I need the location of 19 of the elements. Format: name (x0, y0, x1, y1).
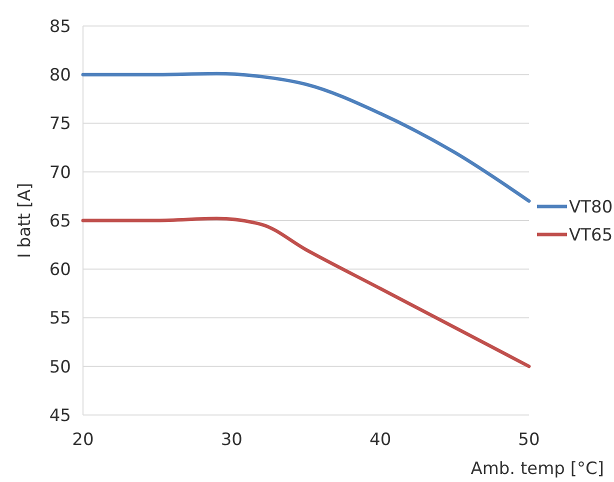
y-tick-label: 65 (49, 211, 71, 232)
line-series (81, 216, 531, 368)
y-tick-label: 55 (49, 308, 71, 329)
x-tick-label: 20 (72, 430, 94, 450)
x-tick-label: 50 (518, 430, 540, 450)
x-tick-label: 30 (220, 430, 242, 450)
y-tick-label: 45 (49, 406, 71, 426)
legend-label: VT65 (569, 225, 613, 246)
y-axis-title: I batt [A] (15, 182, 35, 258)
y-tick-label: 80 (49, 66, 71, 86)
y-tick-label: 85 (49, 16, 71, 37)
legend-label: VT80 (569, 197, 613, 218)
y-tick-label: 75 (49, 114, 71, 134)
line-series (81, 72, 531, 203)
y-tick-label: 50 (49, 357, 71, 378)
x-tick-label: 40 (370, 430, 392, 450)
y-tick-label: 60 (49, 260, 71, 280)
x-axis-title: Amb. temp [°C] (470, 459, 604, 479)
y-tick-label: 70 (49, 162, 71, 183)
